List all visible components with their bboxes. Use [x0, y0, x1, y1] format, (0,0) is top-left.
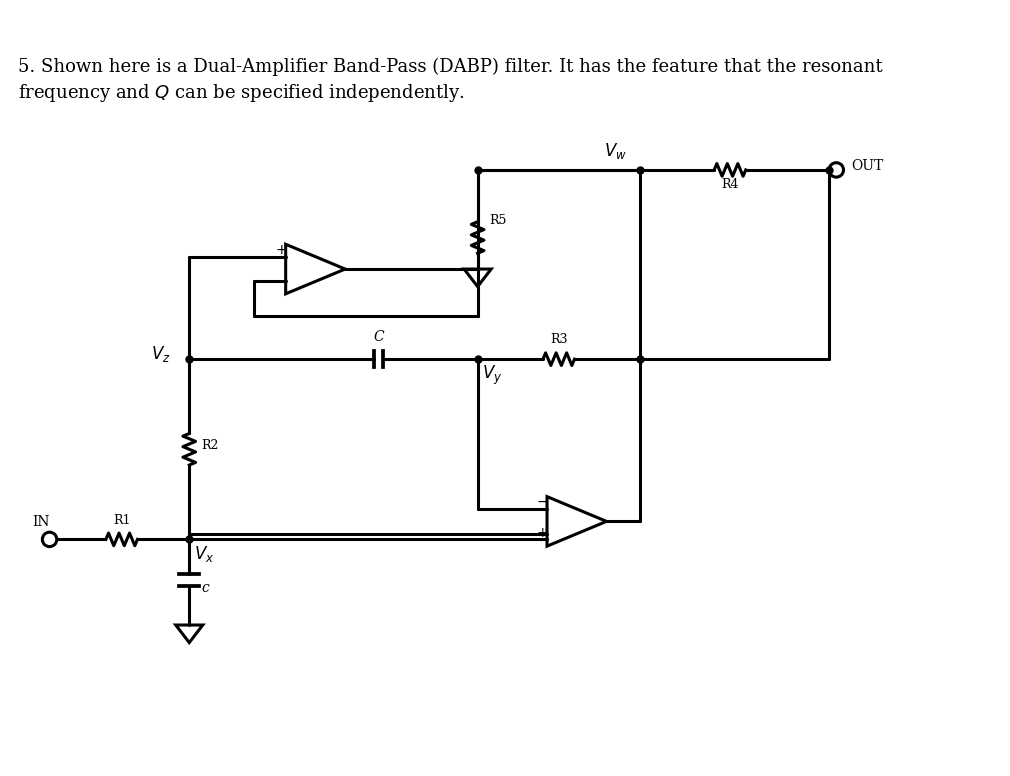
Text: $V_z$: $V_z$	[152, 345, 171, 364]
Text: R2: R2	[201, 439, 218, 452]
Text: +: +	[536, 525, 548, 539]
Text: R4: R4	[721, 178, 738, 191]
Text: IN: IN	[31, 515, 49, 529]
Text: OUT: OUT	[851, 159, 884, 173]
Text: $V_y$: $V_y$	[482, 364, 503, 387]
Text: R3: R3	[550, 333, 568, 346]
Text: frequency and $Q$ can be specified independently.: frequency and $Q$ can be specified indep…	[18, 81, 465, 104]
Text: $V_x$: $V_x$	[194, 544, 214, 564]
Text: c: c	[201, 580, 209, 594]
Text: $V_w$: $V_w$	[604, 141, 626, 161]
Text: C: C	[373, 330, 384, 344]
Text: R1: R1	[113, 514, 130, 527]
Text: R5: R5	[490, 214, 507, 227]
Text: −: −	[536, 495, 548, 509]
Text: +: +	[276, 243, 287, 257]
Text: 5. Shown here is a Dual-Amplifier Band-Pass (DABP) filter. It has the feature th: 5. Shown here is a Dual-Amplifier Band-P…	[18, 57, 883, 75]
Text: −: −	[276, 273, 287, 287]
